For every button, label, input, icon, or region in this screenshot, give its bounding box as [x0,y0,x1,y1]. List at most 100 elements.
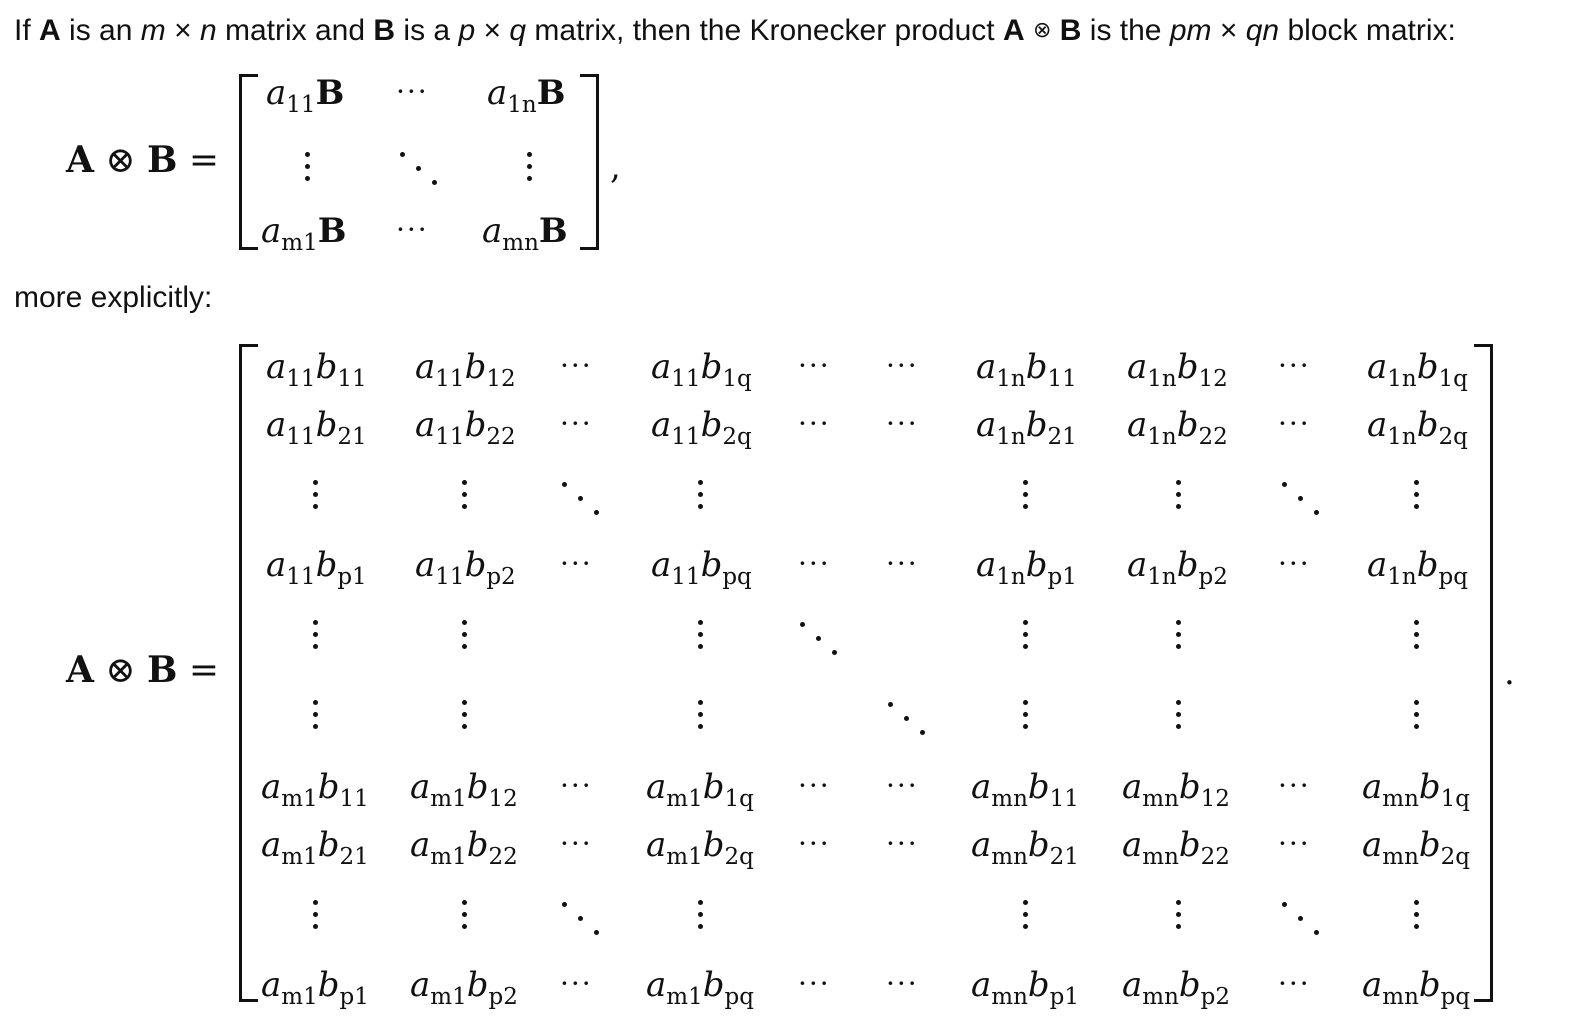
vdots [1176,620,1182,656]
dim-pm: pm [1169,14,1212,47]
ddots [1282,482,1322,522]
entry-b-subscript: 22 [1198,424,1228,450]
entry-a: a [651,347,672,387]
matrix-entry: a11b1q [651,350,752,391]
matrix-b-symbol: B [538,211,568,251]
vdots [698,900,704,936]
matrix-entry: amnbp1 [971,968,1079,1009]
entry-a-subscript: mn [991,984,1028,1010]
entry-a: a [266,73,287,113]
entry-a: a [1362,767,1383,807]
vdots [462,480,468,516]
entry-a-subscript: mn [991,786,1028,812]
entry-a-subscript: m1 [430,984,467,1010]
hdots: ··· [886,407,919,440]
vdots [1176,480,1182,516]
matrix-a-symbol: A [66,649,94,691]
entry-a-subscript: mn [1142,984,1179,1010]
entry-a: a [1127,545,1148,585]
matrix-entry: amnb21 [971,828,1079,869]
entry-a: a [410,965,431,1005]
entry-b-subscript: p2 [1200,984,1231,1010]
entry-a: a [971,767,992,807]
entry-a: a [1367,545,1388,585]
intro-sentence: If A is an m × n matrix and B is a p × q… [14,16,1456,46]
entry-a-subscript: mn [1382,844,1419,870]
kronecker-lhs-explicit: A ⊗ B = [66,652,219,689]
equals-sign: = [188,140,220,181]
matrix-b-symbol: B [147,649,178,691]
intro-word: block matrix: [1287,14,1456,47]
entry-a-subscript: m1 [430,786,467,812]
matrix-entry: am1b11 [261,770,369,811]
matrix-entry: amnb22 [1122,828,1230,869]
matrix-entry: a1nb22 [1127,408,1228,449]
matrix-a-symbol: A [39,14,61,47]
entry-b-subscript: 22 [1200,844,1230,870]
dim-p: p [458,14,476,47]
entry-a-subscript: 11 [435,564,465,590]
explicit-period: . [1504,653,1515,693]
entry-b: b [315,405,338,445]
vdots [698,700,704,736]
entry-b: b [317,767,340,807]
entry-b: b [1176,545,1199,585]
hdots: ··· [886,547,919,580]
matrix-b-symbol: B [536,73,566,113]
entry-a: a [1127,347,1148,387]
equals-sign: = [188,650,220,691]
entry-a: a [651,405,672,445]
entry-b: b [1176,405,1199,445]
entry-b: b [702,767,725,807]
vdots [1023,700,1029,736]
matrix-entry: a11b12 [415,350,516,391]
entry-a: a [1367,347,1388,387]
entry-b-subscript: 21 [337,424,367,450]
entry-a: a [415,405,436,445]
entry-subscript: 11 [286,92,316,118]
entry-a-subscript: 11 [286,366,316,392]
entry-b: b [464,545,487,585]
entry-b-subscript: pq [1440,984,1471,1010]
entry-a: a [1122,825,1143,865]
entry-b: b [466,767,489,807]
hdots: ··· [1278,349,1311,382]
kronecker-lhs: A ⊗ B = [66,142,219,179]
entry-a-subscript: mn [1142,844,1179,870]
matrix-entry: am1b12 [410,770,518,811]
matrix-entry: a1nbp1 [976,548,1077,589]
ddots [562,482,602,522]
more-explicitly-label: more explicitly: [14,281,213,314]
entry-b: b [317,965,340,1005]
hdots: ··· [560,547,593,580]
ddots [800,622,840,662]
entry-a: a [1362,965,1383,1005]
block-left-bracket [239,74,258,250]
entry-b: b [317,825,340,865]
entry-b: b [1416,405,1439,445]
block-vdots [527,152,533,188]
entry-b: b [1178,825,1201,865]
entry-a: a [266,545,287,585]
entry-b-subscript: 11 [339,786,369,812]
entry-subscript: mn [502,230,539,256]
ddots [888,702,928,742]
entry-a-subscript: mn [1382,984,1419,1010]
vdots [462,620,468,656]
entry-b-subscript: 2q [724,844,754,870]
hdots: ··· [798,827,831,860]
entry-b-subscript: p1 [1049,984,1080,1010]
matrix-entry: am1b21 [261,828,369,869]
entry-a-subscript: 1n [1387,564,1417,590]
matrix-entry: a1nb2q [1367,408,1468,449]
matrix-entry: am1bp1 [261,968,369,1009]
vdots [462,700,468,736]
block-entry-11: a11B [266,76,344,117]
vdots [698,480,704,516]
entry-a-subscript: 1n [996,366,1026,392]
vdots [313,620,319,656]
otimes-symbol: ⊗ [1032,17,1052,42]
entry-b: b [1178,965,1201,1005]
entry-a: a [1127,405,1148,445]
entry-a-subscript: 1n [996,424,1026,450]
